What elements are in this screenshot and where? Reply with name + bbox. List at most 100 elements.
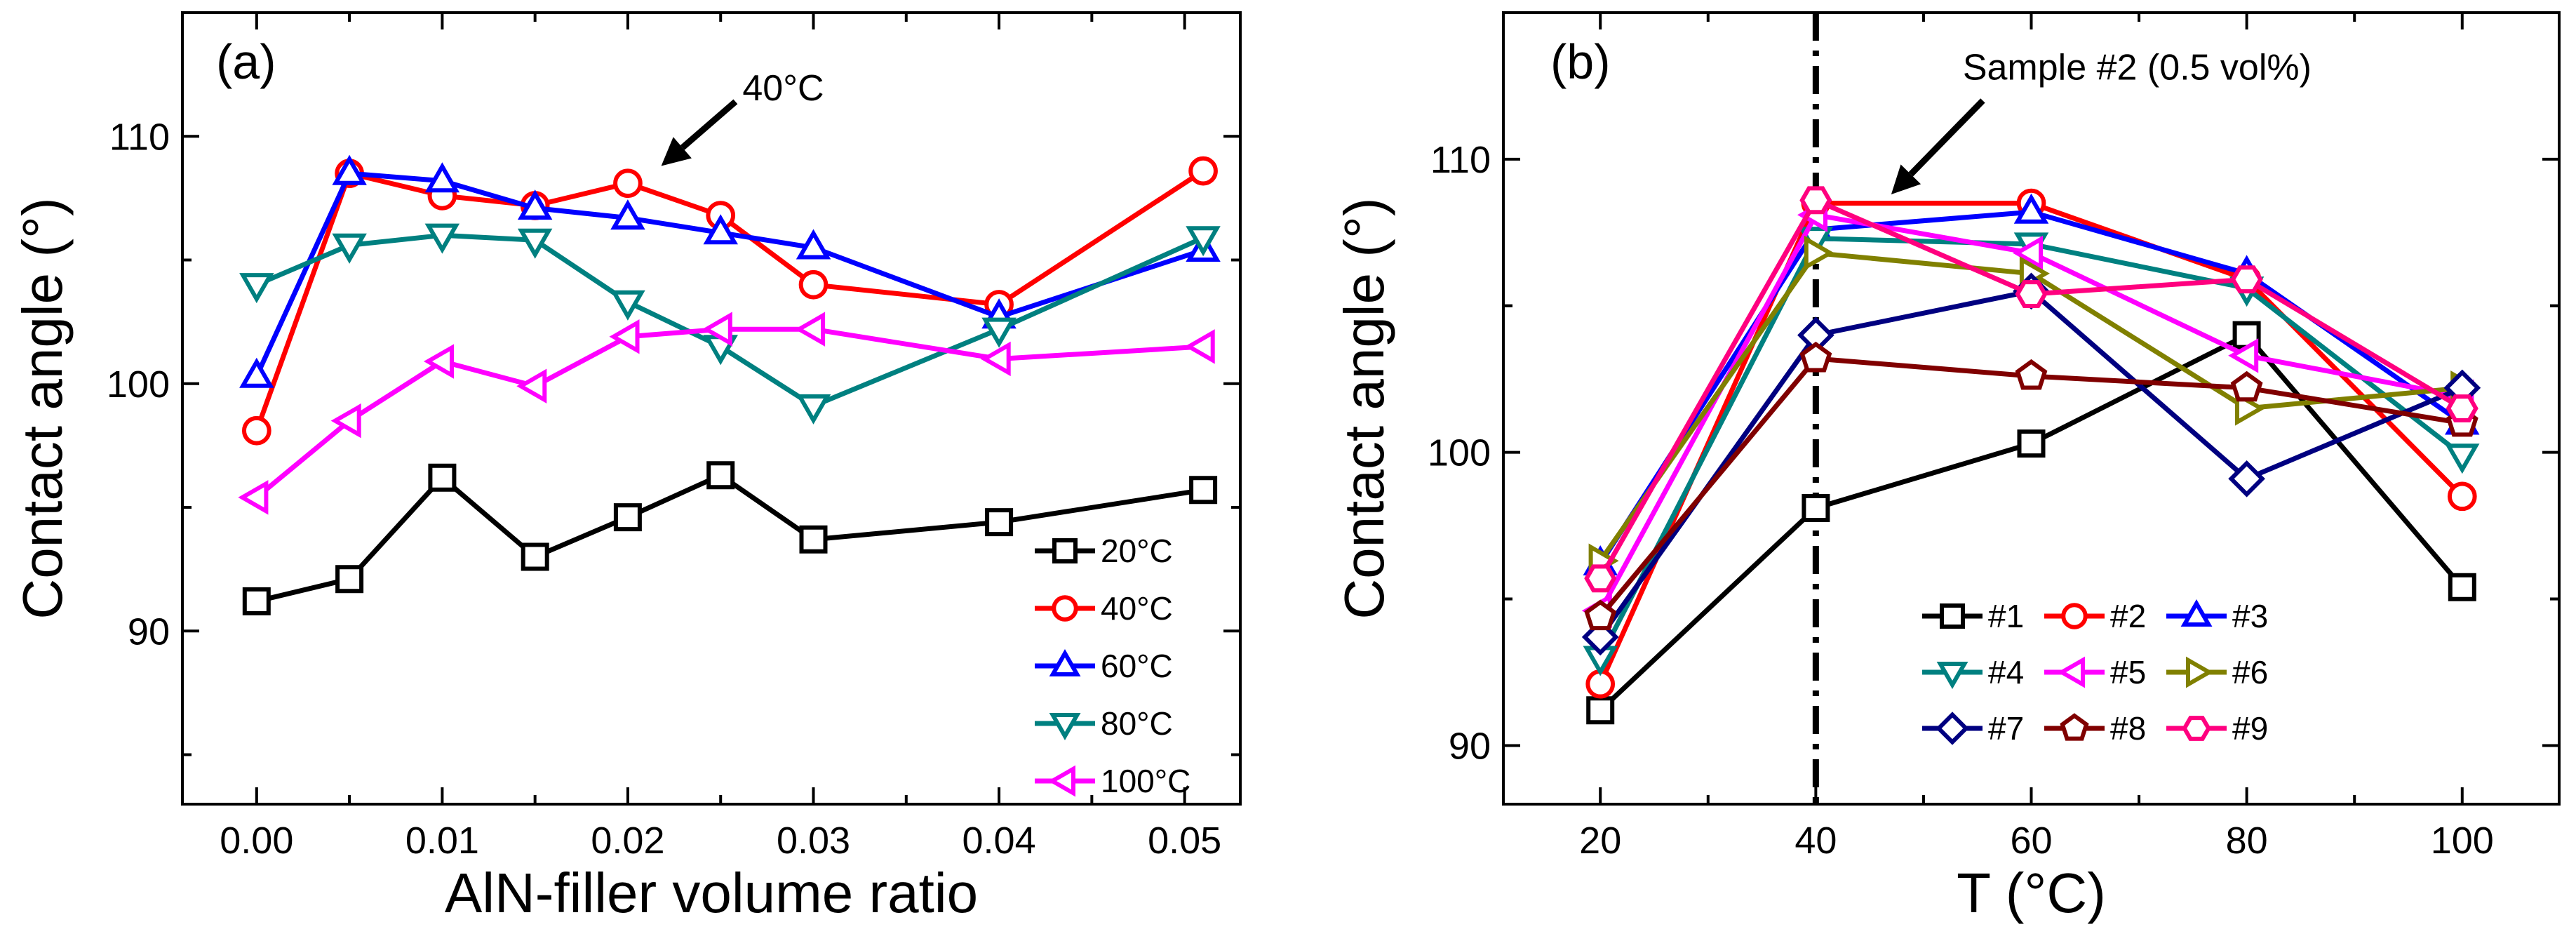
y-tick-label: 110 [109,116,170,158]
data-point [241,415,271,446]
data-point [2230,370,2263,402]
data-point [1802,494,1830,522]
legend-marker [1940,603,1965,629]
data-point [2448,573,2476,601]
legend-marker [2180,599,2213,627]
data-point [2446,394,2478,422]
data-point [796,229,831,260]
legend-item: #5 [2044,654,2146,690]
data-point [517,189,553,220]
data-point [424,223,460,254]
legend-marker [1047,765,1075,797]
data-point [2228,338,2259,373]
legend-item: #7 [1922,710,2024,747]
data-point [613,168,643,199]
legend-item: #2 [2044,598,2146,634]
legend-item: #3 [2166,598,2268,634]
y-axis-label: Contact angle (°) [1333,197,1395,619]
series-5 [238,312,1215,515]
y-tick-label: 110 [1430,139,1491,181]
x-tick-label: 20 [1579,820,1621,862]
panel-label: (b) [1550,34,1611,89]
legend: #1 #2 #3 #4 #5 #6 #7 #8 #9 [1922,598,2268,747]
data-point [1804,235,1834,271]
data-point [1799,186,1832,215]
data-point [796,394,831,425]
legend-marker [2186,656,2214,688]
legend-label: #1 [1988,598,2024,634]
data-point [2445,443,2480,474]
legend-marker [1049,713,1081,741]
x-tick-label: 0.01 [405,820,479,862]
legend-marker [2061,603,2088,629]
data-point [798,269,829,300]
legend-marker [2182,716,2211,741]
data-point [1188,156,1218,186]
legend-item: 40°C [1035,590,1173,627]
y-axis-label: Contact angle (°) [11,197,74,619]
data-point [517,228,553,259]
legend-label: #4 [1988,654,2024,690]
data-point [2017,429,2046,458]
data-point [2015,359,2048,390]
legend-item: 20°C [1035,533,1173,569]
data-point [1189,476,1218,505]
legend-label: #2 [2110,598,2146,634]
x-tick-label: 100 [2431,820,2494,862]
legend: 20°C 40°C 60°C 80°C 100°C [1035,533,1190,799]
data-point [330,403,361,439]
y-tick-label: 100 [1428,432,1491,474]
data-point [238,480,269,515]
data-point [424,162,460,193]
data-point [1584,564,1617,593]
data-point [2232,321,2261,349]
data-point [1186,226,1221,257]
y-tick-label: 100 [107,363,170,406]
legend-marker [1936,712,1969,745]
legend-item: #1 [1922,598,2024,634]
data-point [2013,193,2049,224]
legend-label: 100°C [1101,763,1190,799]
x-tick-label: 0.04 [962,820,1036,862]
data-point [521,542,549,571]
data-point [239,273,274,304]
annotation-arrow-head [661,137,692,166]
data-point [985,508,1014,537]
legend-item: #6 [2166,654,2268,690]
data-point [2447,481,2477,512]
legend-item: 100°C [1035,763,1190,799]
annotation-arrow-shaft [680,99,738,150]
data-point [980,341,1011,377]
legend-label: #3 [2232,598,2268,634]
annotation-text: 40°C [742,68,824,109]
legend-marker [1049,648,1081,676]
y-tick-label: 90 [1449,725,1491,767]
x-axis-label: T (°C) [1957,862,2106,924]
x-axis-label: AlN-filler volume ratio [445,862,978,924]
legend-label: 80°C [1101,705,1173,742]
legend-item: 80°C [1035,705,1173,742]
data-point [799,525,828,554]
data-point [702,312,732,347]
data-point [2015,280,2048,308]
data-point [1584,599,1617,631]
data-point [2230,265,2263,294]
legend-label: #5 [2110,654,2146,690]
legend-marker [1052,595,1078,622]
x-tick-label: 60 [2010,820,2052,862]
legend-label: #7 [1988,710,2024,747]
series-9 [1584,186,2478,593]
data-point [332,154,367,185]
data-point [2228,460,2265,498]
annotation-arrow-head [1891,164,1921,195]
series-4 [239,223,1221,425]
legend-item: #9 [2166,710,2268,747]
data-point [335,565,364,594]
series-2 [241,156,1218,446]
annotation-arrow [1891,98,1985,195]
data-point [706,461,735,490]
legend-label: 60°C [1101,648,1173,684]
x-tick-label: 0.05 [1148,820,1221,862]
legend-marker [2060,713,2089,741]
